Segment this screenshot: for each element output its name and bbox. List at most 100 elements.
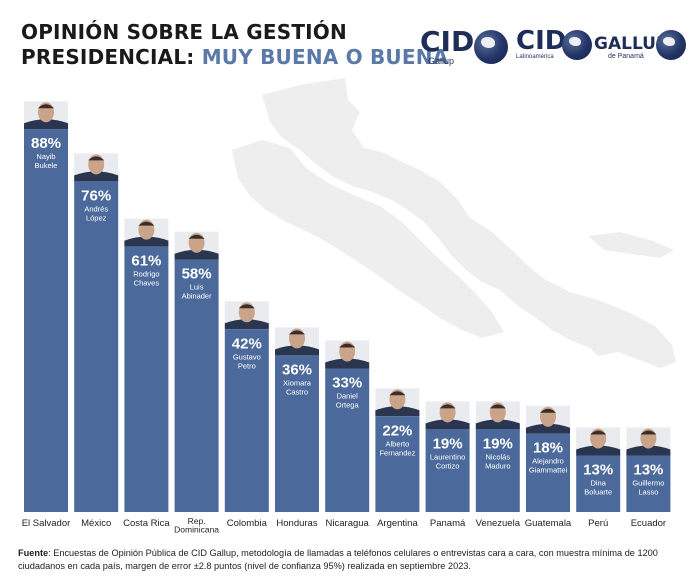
category-label: Argentina bbox=[377, 518, 418, 529]
cid-gallup-sub: Gallup bbox=[428, 56, 455, 66]
leader-name-label: Dina bbox=[590, 478, 606, 487]
leader-suit bbox=[626, 445, 671, 456]
cid-latam-word: CID bbox=[516, 26, 567, 56]
bar-value-label: 61% bbox=[131, 253, 161, 270]
bar-value-label: 58% bbox=[182, 266, 212, 283]
bar-value-label: 13% bbox=[633, 461, 663, 478]
leader-name-label: Fernandez bbox=[379, 448, 415, 457]
leader-hair bbox=[489, 404, 506, 409]
category-label: México bbox=[81, 518, 111, 529]
leader-name-label: Alberto bbox=[386, 439, 410, 448]
bar bbox=[475, 429, 520, 512]
bar-value-label: 22% bbox=[382, 422, 412, 439]
bar bbox=[626, 455, 671, 512]
category-label: Ecuador bbox=[631, 518, 666, 529]
leader-name-label: Nicolás bbox=[486, 452, 511, 461]
bar bbox=[526, 433, 570, 512]
category-label: Dominicana bbox=[174, 525, 219, 535]
leader-name-label: Gustavo bbox=[233, 352, 261, 361]
globe-icon bbox=[656, 30, 686, 60]
bar-value-label: 18% bbox=[533, 440, 563, 457]
leader-name-label: Chaves bbox=[134, 279, 160, 288]
map-silhouette bbox=[262, 78, 676, 368]
footnote-label: Fuente bbox=[18, 548, 49, 558]
cid-gallup-word: CID bbox=[420, 25, 475, 58]
map-landmass-north bbox=[232, 140, 504, 338]
leader-name-label: Maduro bbox=[485, 461, 510, 470]
leader-suit bbox=[224, 319, 269, 330]
leader-name-label: López bbox=[86, 213, 107, 222]
bar bbox=[325, 368, 370, 512]
leader-suit bbox=[124, 236, 169, 247]
title-line-1: OPINIÓN SOBRE LA GESTIÓN bbox=[21, 20, 347, 44]
footnote: Fuente: Encuestas de Opinión Pública de … bbox=[18, 547, 680, 573]
leader-suit bbox=[375, 406, 420, 417]
cid-latinoamerica-logo: CID Latinoamérica bbox=[516, 26, 592, 60]
bar-value-label: 19% bbox=[483, 435, 513, 452]
category-label: Panamá bbox=[430, 518, 466, 529]
category-label: Rep. bbox=[188, 516, 206, 526]
bar bbox=[224, 329, 269, 512]
bar bbox=[124, 246, 169, 512]
leader-suit bbox=[475, 419, 520, 430]
leader-hair bbox=[289, 330, 305, 335]
map-island bbox=[588, 232, 674, 258]
bar bbox=[174, 259, 219, 512]
leader-hair bbox=[138, 221, 155, 226]
leader-name-label: Petro bbox=[238, 361, 256, 370]
globe-icon bbox=[562, 30, 592, 60]
logo-strip: CID Gallup CID Latinoamérica GALLUP de P… bbox=[420, 28, 688, 74]
chart-title: OPINIÓN SOBRE LA GESTIÓN PRESIDENCIAL: M… bbox=[21, 20, 448, 70]
category-label: Venezuela bbox=[476, 518, 521, 529]
category-label: Nicaragua bbox=[326, 518, 370, 529]
leader-name-label: Ortega bbox=[336, 400, 360, 409]
category-label: Honduras bbox=[276, 518, 317, 529]
bar bbox=[24, 129, 68, 512]
leader-name-label: Xiomara bbox=[283, 378, 312, 387]
leader-hair bbox=[540, 408, 556, 413]
leader-name-label: Alejandro bbox=[532, 457, 564, 466]
leader-name-label: Daniel bbox=[337, 391, 359, 400]
leader-name-label: Boluarte bbox=[584, 487, 612, 496]
title-accent: MUY BUENA O BUENA bbox=[201, 45, 449, 69]
gallup-word: GALLUP bbox=[594, 34, 669, 54]
leader-hair bbox=[590, 430, 607, 435]
category-label: Costa Rica bbox=[123, 518, 170, 529]
leader-suit bbox=[526, 423, 570, 434]
bar bbox=[375, 416, 420, 512]
title-prefix: PRESIDENCIAL: bbox=[21, 45, 195, 69]
leader-name-label: Luis bbox=[190, 283, 204, 292]
category-label: Perú bbox=[588, 518, 608, 529]
title-line-2: PRESIDENCIAL: MUY BUENA O BUENA bbox=[21, 45, 448, 70]
leader-name-label: Giammattei bbox=[529, 466, 568, 475]
leader-name-label: Abinader bbox=[182, 292, 213, 301]
leader-name-label: Bukele bbox=[35, 161, 58, 170]
bar bbox=[576, 455, 621, 512]
leader-hair bbox=[339, 343, 356, 348]
leader-suit bbox=[425, 419, 470, 430]
leader-hair bbox=[439, 404, 456, 409]
leader-suit bbox=[275, 345, 319, 356]
gallup-panama-sub: de Panamá bbox=[608, 53, 644, 60]
gallup-panama-logo: GALLUP de Panamá bbox=[594, 30, 686, 60]
leader-hair bbox=[238, 304, 255, 309]
globe-icon bbox=[474, 30, 508, 64]
leader-hair bbox=[38, 104, 54, 109]
bar bbox=[74, 181, 119, 512]
leader-suit bbox=[325, 358, 370, 369]
cid-gallup-logo: CID Gallup bbox=[420, 25, 508, 66]
bar-value-label: 19% bbox=[433, 435, 463, 452]
leader-hair bbox=[640, 430, 657, 435]
cid-latam-sub: Latinoamérica bbox=[516, 54, 554, 60]
category-label: Guatemala bbox=[525, 518, 572, 529]
bar-value-label: 33% bbox=[332, 374, 362, 391]
category-label: Colombia bbox=[227, 518, 268, 529]
bar-value-label: 13% bbox=[583, 461, 613, 478]
leader-name-label: Castro bbox=[286, 387, 308, 396]
leader-suit bbox=[576, 445, 621, 456]
leader-name-label: Nayib bbox=[36, 152, 55, 161]
leader-name-label: Rodrigo bbox=[133, 270, 159, 279]
bar-value-label: 88% bbox=[31, 135, 61, 152]
